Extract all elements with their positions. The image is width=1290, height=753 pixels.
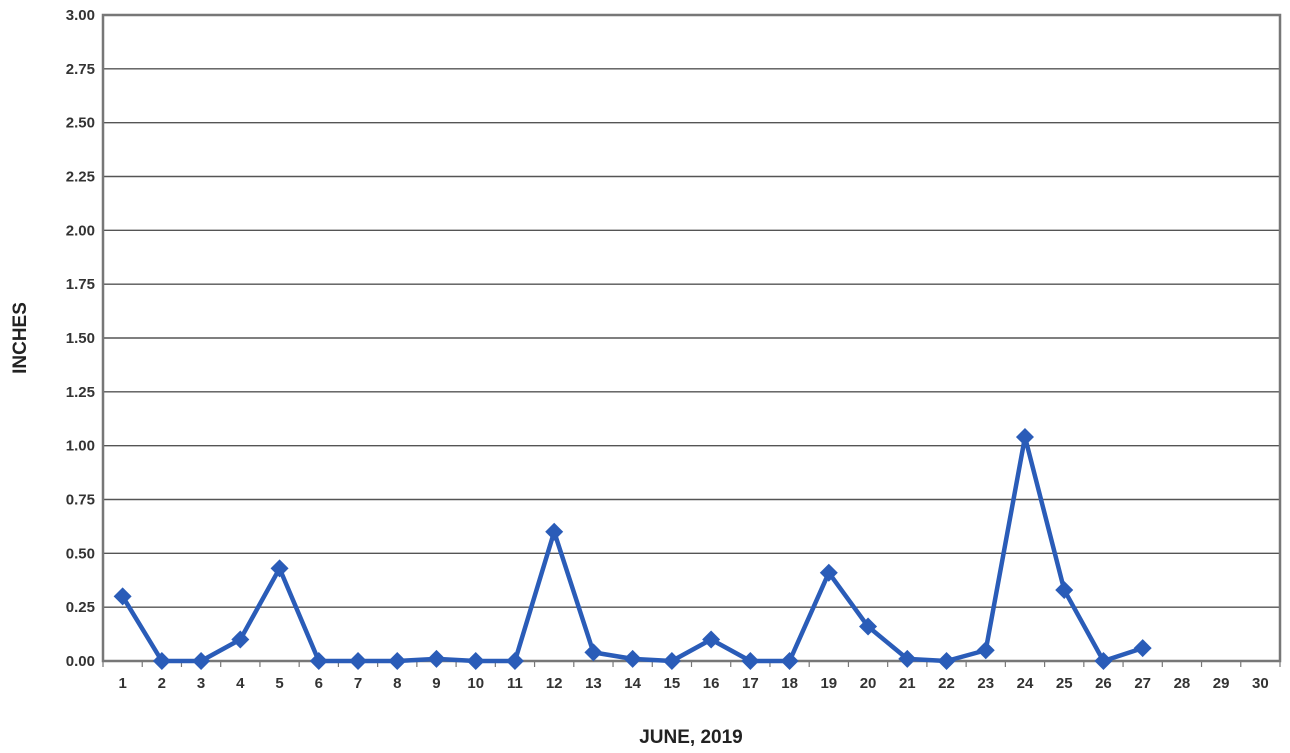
x-tick-label: 26 [1095,675,1112,692]
data-point-marker [231,630,250,649]
y-tick-label: 0.25 [66,599,95,616]
data-point-marker [388,652,407,670]
data-point-marker [1133,639,1152,658]
data-point-marker [623,649,642,668]
data-point-marker [505,652,524,670]
x-tick-labels: 1 2 3 4 5 6 7 8 9 10 11 12 13 14 15 16 17 18 19 20 21 22 23 24 2… [118,675,1268,692]
data-point-marker [937,652,956,670]
data-point-marker [113,587,132,606]
data-point-marker [819,563,838,582]
x-tick-label: 12 [546,675,563,692]
x-tick-label: 13 [585,675,602,692]
x-tick-label: 14 [624,675,641,692]
x-tick-label: 24 [1017,675,1034,692]
data-point-marker [192,652,211,670]
x-tick-label: 9 [432,675,440,692]
x-tick-label: 1 [118,675,126,692]
data-point-marker [309,652,328,670]
data-point-marker [859,617,878,636]
data-point-marker [152,652,171,670]
x-tick-label: 7 [354,675,362,692]
data-point-marker [1015,428,1034,447]
x-tick-label: 29 [1213,675,1230,692]
x-tick-label: 18 [781,675,798,692]
y-tick-label: 0.50 [66,545,95,562]
y-tick-label: 1.75 [66,276,95,293]
plot-frame [101,13,1282,663]
series-line [120,434,1144,664]
data-point-marker [780,652,799,670]
y-tick-label: 2.50 [66,115,95,132]
y-tick-label: 1.25 [66,384,95,401]
x-tick-label: 15 [664,675,681,692]
x-tick-label: 17 [742,675,759,692]
y-tick-label: 2.75 [66,61,95,78]
data-point-marker [466,652,485,670]
data-point-marker [1055,580,1074,599]
data-point-marker [898,649,917,668]
y-tick-label: 1.50 [66,330,95,347]
y-tick-label: 1.00 [66,438,95,455]
data-point-marker [270,559,289,578]
x-tick-label: 10 [467,675,484,692]
y-axis-title: INCHES [10,302,31,374]
y-tick-label: 0.75 [66,492,95,509]
y-tick-label: 0.00 [66,653,95,670]
y-tick-label: 2.25 [66,169,95,186]
data-point-marker [584,643,603,662]
data-point-marker [349,652,368,670]
data-point-marker [662,652,681,670]
data-point-marker [427,649,446,668]
x-tick-label: 20 [860,675,877,692]
x-tick-label: 21 [899,675,916,692]
x-tick-label: 5 [275,675,283,692]
x-tick-label: 11 [507,675,523,692]
series-layer [113,428,1152,670]
y-tick-label: 3.00 [66,7,95,24]
x-tick-label: 4 [236,675,245,692]
y-tick-label: 2.00 [66,222,95,239]
x-tick-label: 25 [1056,675,1073,692]
data-point-marker [976,641,995,660]
data-point-marker [702,630,721,649]
x-axis-title: JUNE, 2019 [639,727,743,748]
x-tick-label: 3 [197,675,205,692]
x-tick-label: 8 [393,675,401,692]
x-tick-label: 6 [315,675,323,692]
x-tick-label: 30 [1252,675,1269,692]
data-point-marker [741,652,760,670]
data-point-marker [545,522,564,541]
x-tick-label: 27 [1134,675,1151,692]
x-tick-label: 16 [703,675,720,692]
x-tick-label: 23 [977,675,994,692]
x-tick-label: 2 [158,675,166,692]
data-point-marker [1094,652,1113,670]
x-tick-label: 22 [938,675,955,692]
y-tick-labels: 0.00 0.25 0.50 0.75 1.00 1.25 1.50 1.75 2.00 2.25… [66,7,95,670]
x-tick-label: 28 [1174,675,1191,692]
x-tick-label: 19 [820,675,837,692]
